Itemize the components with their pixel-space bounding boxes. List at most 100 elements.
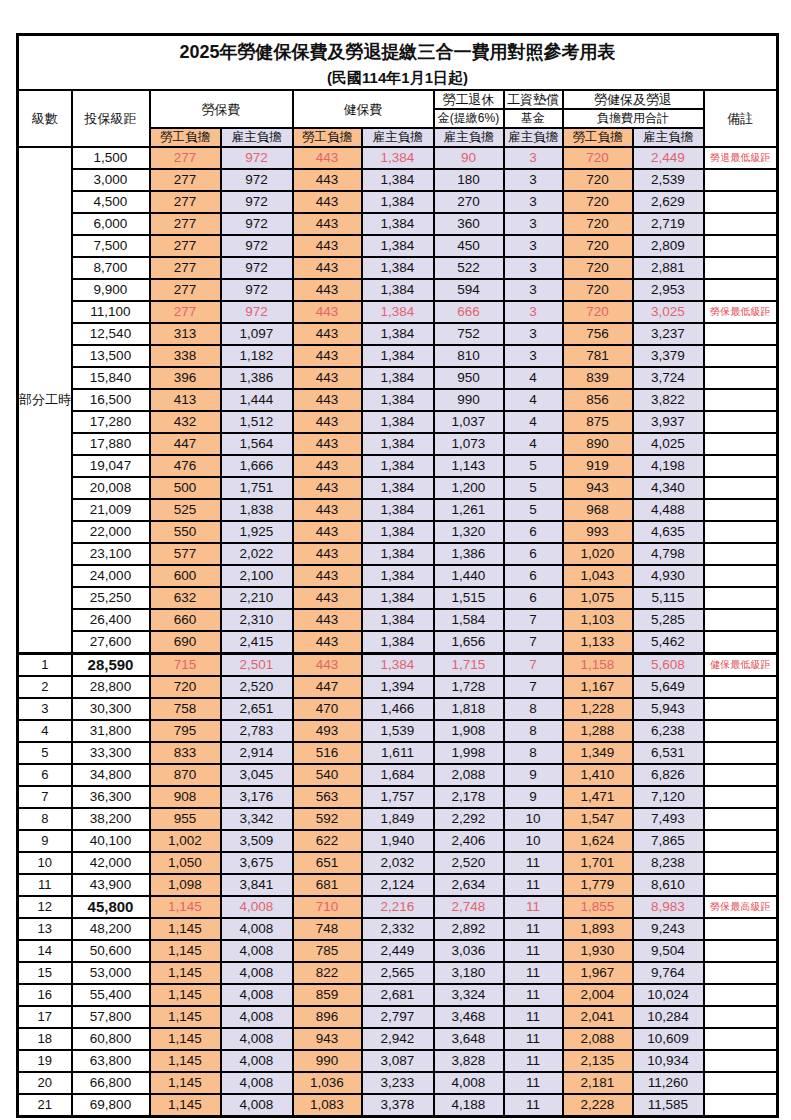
cell-health-worker: 990 — [293, 1050, 362, 1072]
cell-total-employer: 6,531 — [633, 742, 704, 764]
remark-cell — [704, 1028, 778, 1050]
cell-total-worker: 2,135 — [563, 1050, 633, 1072]
header-level: 級數 — [18, 90, 72, 147]
cell-labor-worker: 1,098 — [150, 874, 221, 896]
cell-total-employer: 4,025 — [633, 433, 704, 455]
cell-health-employer: 1,384 — [362, 631, 434, 654]
remark-cell — [704, 257, 778, 279]
table-row: 1757,8001,1454,0088962,7973,468112,04110… — [18, 1006, 778, 1028]
cell-pension-employer: 2,520 — [434, 852, 504, 874]
subheader-pension-employer: 雇主負擔 — [434, 128, 504, 147]
cell-labor-employer: 2,501 — [221, 654, 293, 677]
cell-wagefund-employer: 4 — [504, 433, 563, 455]
cell-total-worker: 720 — [563, 213, 633, 235]
cell-pension-employer: 752 — [434, 323, 504, 345]
cell-total-worker: 1,471 — [563, 786, 633, 808]
remark-cell — [704, 367, 778, 389]
cell-total-employer: 3,724 — [633, 367, 704, 389]
cell-health-employer: 1,384 — [362, 191, 434, 213]
cell-pension-employer: 270 — [434, 191, 504, 213]
cell-pension-employer: 1,515 — [434, 587, 504, 609]
cell-total-worker: 720 — [563, 279, 633, 301]
cell-total-worker: 720 — [563, 147, 633, 169]
header-group-row: 級數 投保級距 勞保費 健保費 勞工退休 工資墊償 勞健保及勞退 備註 — [18, 90, 778, 109]
remark-cell — [704, 477, 778, 499]
cell-total-employer: 11,260 — [633, 1072, 704, 1094]
cell-pension-employer: 666 — [434, 301, 504, 323]
cell-wagefund-employer: 4 — [504, 411, 563, 433]
bracket-cell: 36,300 — [72, 786, 150, 808]
cell-total-employer: 4,198 — [633, 455, 704, 477]
cell-health-worker: 540 — [293, 764, 362, 786]
cell-labor-worker: 632 — [150, 587, 221, 609]
remark-cell: 健保最低級距 — [704, 654, 778, 677]
remark-cell — [704, 1072, 778, 1094]
cell-wagefund-employer: 11 — [504, 896, 563, 918]
cell-health-employer: 1,539 — [362, 720, 434, 742]
cell-wagefund-employer: 11 — [504, 1050, 563, 1072]
cell-total-worker: 1,103 — [563, 609, 633, 631]
cell-total-employer: 2,719 — [633, 213, 704, 235]
cell-wagefund-employer: 11 — [504, 918, 563, 940]
cell-total-worker: 1,228 — [563, 698, 633, 720]
level-cell: 11 — [18, 874, 72, 896]
cell-health-employer: 2,124 — [362, 874, 434, 896]
cell-labor-worker: 1,145 — [150, 940, 221, 962]
level-cell: 4 — [18, 720, 72, 742]
table-row: 1963,8001,1454,0089903,0873,828112,13510… — [18, 1050, 778, 1072]
cell-health-employer: 1,384 — [362, 279, 434, 301]
cell-total-employer: 9,764 — [633, 962, 704, 984]
bracket-cell: 20,008 — [72, 477, 150, 499]
cell-labor-worker: 690 — [150, 631, 221, 654]
cell-total-worker: 2,228 — [563, 1094, 633, 1117]
cell-total-worker: 1,967 — [563, 962, 633, 984]
cell-health-employer: 2,032 — [362, 852, 434, 874]
cell-wagefund-employer: 5 — [504, 455, 563, 477]
cell-total-worker: 1,701 — [563, 852, 633, 874]
cell-health-employer: 2,449 — [362, 940, 434, 962]
bracket-cell: 24,000 — [72, 565, 150, 587]
cell-health-worker: 443 — [293, 169, 362, 191]
bracket-cell: 4,500 — [72, 191, 150, 213]
cell-health-worker: 1,036 — [293, 1072, 362, 1094]
cell-wagefund-employer: 6 — [504, 587, 563, 609]
cell-labor-employer: 4,008 — [221, 1072, 293, 1094]
cell-wagefund-employer: 11 — [504, 1094, 563, 1117]
cell-health-worker: 443 — [293, 499, 362, 521]
cell-labor-employer: 2,022 — [221, 543, 293, 565]
level-cell: 21 — [18, 1094, 72, 1117]
cell-wagefund-employer: 4 — [504, 367, 563, 389]
cell-wagefund-employer: 10 — [504, 830, 563, 852]
cell-total-worker: 1,349 — [563, 742, 633, 764]
cell-total-employer: 3,379 — [633, 345, 704, 367]
cell-labor-employer: 1,097 — [221, 323, 293, 345]
cell-total-employer: 2,881 — [633, 257, 704, 279]
cell-wagefund-employer: 8 — [504, 698, 563, 720]
cell-labor-worker: 313 — [150, 323, 221, 345]
cell-health-worker: 443 — [293, 345, 362, 367]
cell-total-employer: 8,238 — [633, 852, 704, 874]
bracket-cell: 34,800 — [72, 764, 150, 786]
cell-pension-employer: 1,908 — [434, 720, 504, 742]
cell-labor-worker: 550 — [150, 521, 221, 543]
cell-total-worker: 1,167 — [563, 676, 633, 698]
table-row: 17,8804471,5644431,3841,07348904,025 — [18, 433, 778, 455]
cell-labor-worker: 1,145 — [150, 984, 221, 1006]
bracket-cell: 17,280 — [72, 411, 150, 433]
table-row: 634,8008703,0455401,6842,08891,4106,826 — [18, 764, 778, 786]
remark-cell — [704, 830, 778, 852]
cell-health-worker: 443 — [293, 455, 362, 477]
cell-health-employer: 2,797 — [362, 1006, 434, 1028]
remark-cell — [704, 698, 778, 720]
level-cell: 9 — [18, 830, 72, 852]
cell-pension-employer: 1,261 — [434, 499, 504, 521]
cell-labor-employer: 2,914 — [221, 742, 293, 764]
cell-health-worker: 943 — [293, 1028, 362, 1050]
cell-labor-worker: 338 — [150, 345, 221, 367]
cell-labor-worker: 1,145 — [150, 1050, 221, 1072]
cell-labor-employer: 1,512 — [221, 411, 293, 433]
table-row: 1348,2001,1454,0087482,3322,892111,8939,… — [18, 918, 778, 940]
cell-labor-worker: 277 — [150, 147, 221, 169]
cell-labor-worker: 277 — [150, 257, 221, 279]
cell-labor-worker: 396 — [150, 367, 221, 389]
